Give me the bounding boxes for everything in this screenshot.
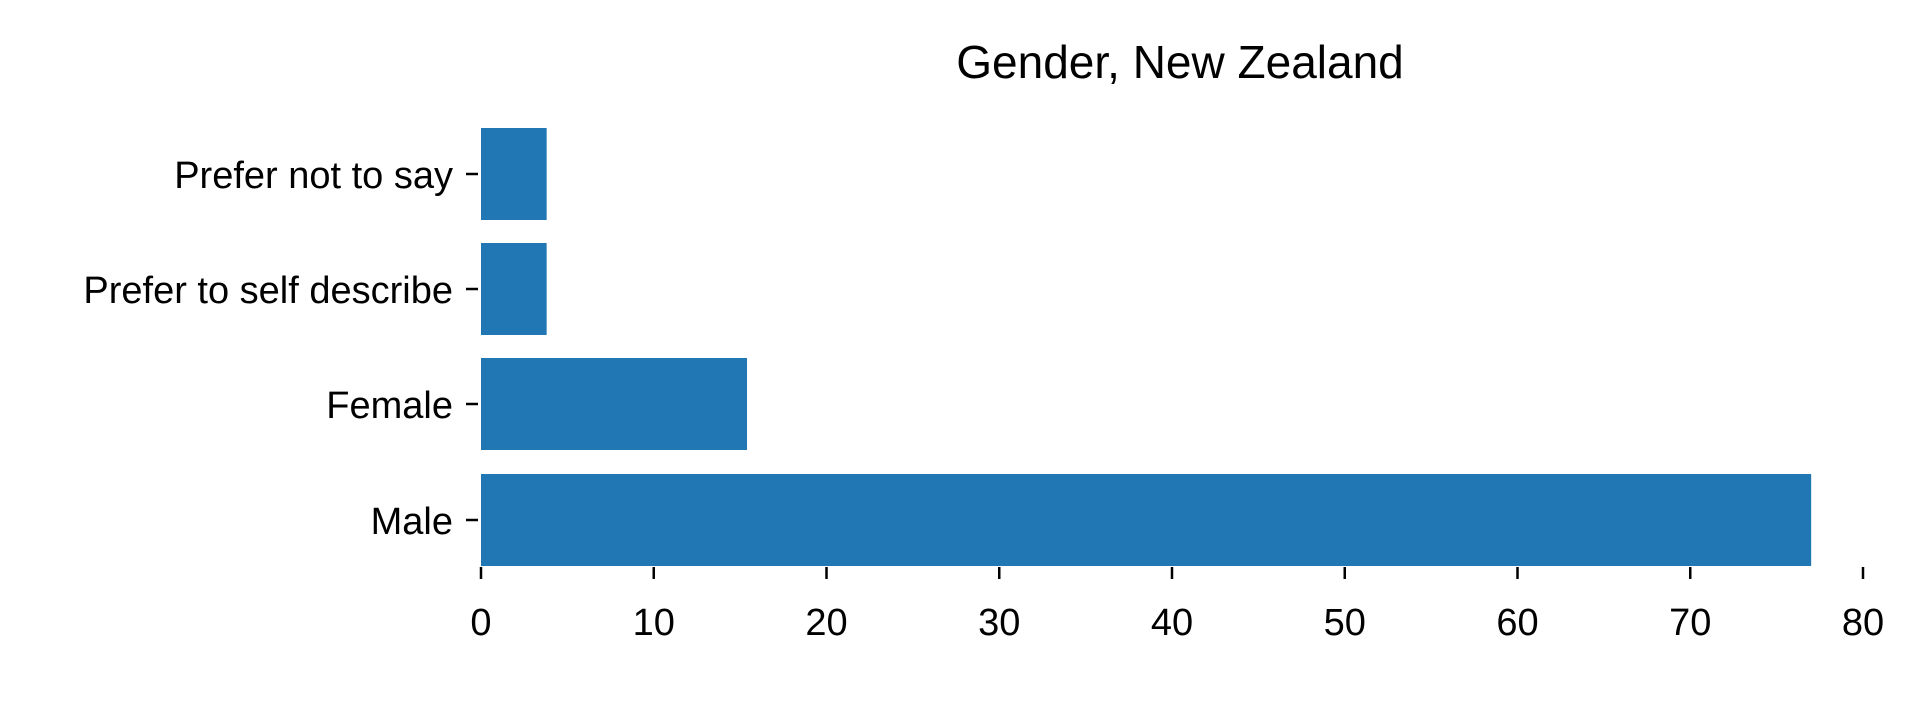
- x-tick-label-1: 10: [633, 602, 675, 644]
- x-axis: 0 10 20 30 40 50 60 70 80: [470, 567, 1884, 644]
- x-tick-label-3: 30: [978, 602, 1020, 644]
- x-tick-label-7: 70: [1669, 602, 1711, 644]
- x-tick-label-0: 0: [470, 602, 491, 644]
- y-axis: Male Female Prefer to self describe Prefer …: [83, 155, 478, 543]
- x-tick-label-4: 40: [1151, 602, 1193, 644]
- y-tick-label-2: Prefer to self describe: [83, 270, 453, 312]
- bar-1: [481, 358, 748, 450]
- bar-0: [481, 474, 1812, 566]
- x-tick-label-6: 60: [1496, 602, 1538, 644]
- chart-title: Gender, New Zealand: [956, 36, 1404, 88]
- bars-layer: [481, 128, 1812, 566]
- x-tick-label-5: 50: [1324, 602, 1366, 644]
- y-tick-label-3: Prefer not to say: [174, 155, 453, 197]
- bar-2: [481, 243, 547, 335]
- y-tick-label-0: Male: [371, 501, 453, 543]
- bar-3: [481, 128, 547, 220]
- x-tick-label-2: 20: [805, 602, 847, 644]
- y-tick-label-1: Female: [326, 385, 453, 427]
- x-tick-label-8: 80: [1842, 602, 1884, 644]
